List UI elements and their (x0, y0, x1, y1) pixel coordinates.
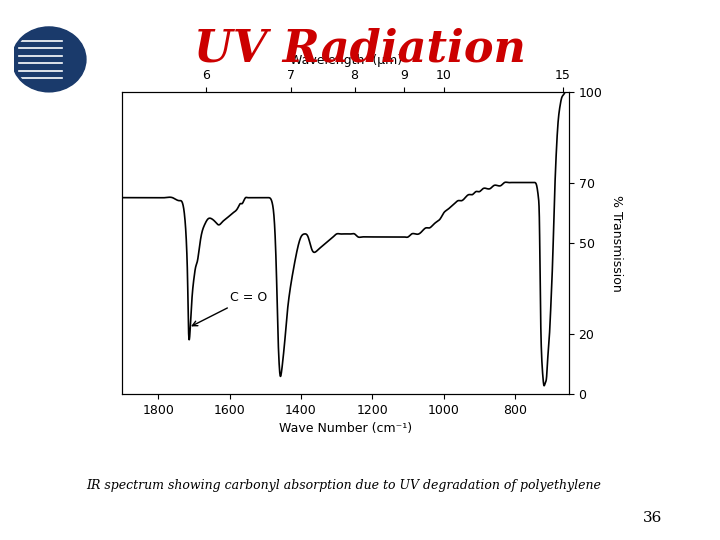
Text: 36: 36 (643, 511, 662, 525)
X-axis label: Wave Number (cm⁻¹): Wave Number (cm⁻¹) (279, 422, 412, 435)
Circle shape (13, 28, 85, 91)
Y-axis label: % Transmission: % Transmission (611, 194, 624, 292)
Text: C = O: C = O (192, 291, 267, 326)
Text: UV Radiation: UV Radiation (194, 27, 526, 70)
X-axis label: Wavelength  (μm): Wavelength (μm) (289, 53, 402, 66)
Text: IR spectrum showing carbonyl absorption due to UV degradation of polyethylene: IR spectrum showing carbonyl absorption … (86, 480, 601, 492)
